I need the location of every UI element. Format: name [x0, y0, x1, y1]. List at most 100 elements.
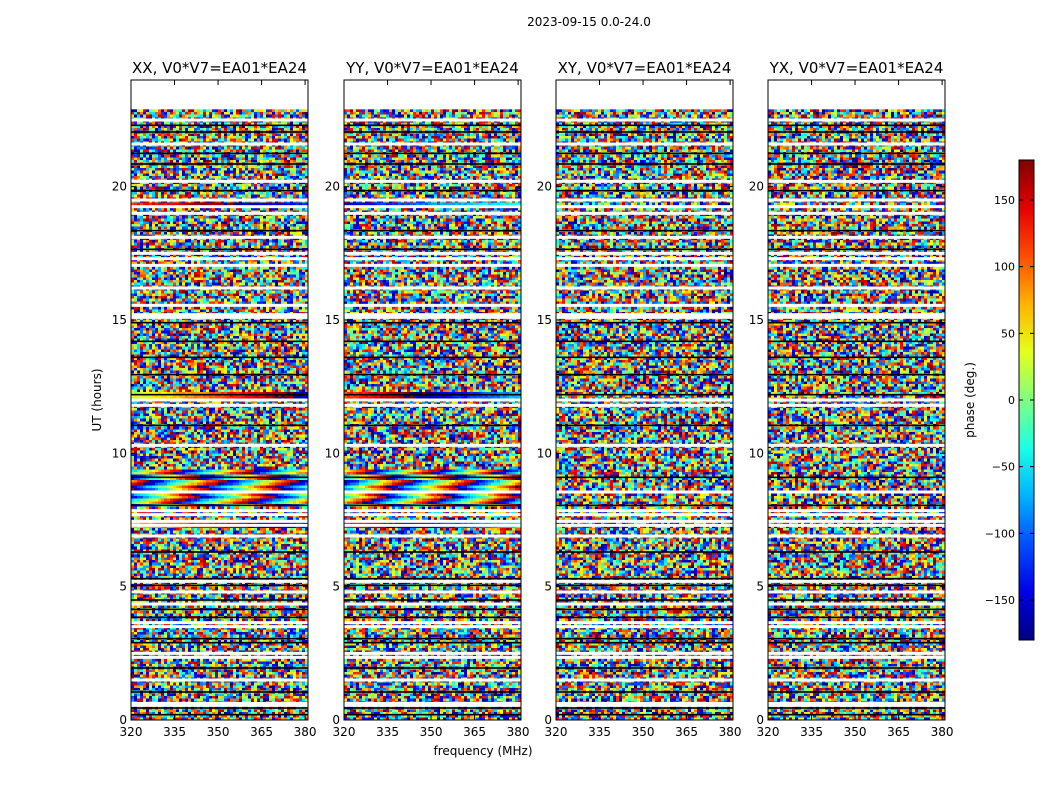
x-tick-label: 380	[719, 725, 742, 739]
flagged-row	[131, 443, 308, 447]
dark-row	[556, 189, 733, 192]
y-tick-label: 10	[749, 446, 764, 460]
dark-row	[131, 599, 308, 601]
flagged-row	[768, 198, 945, 202]
colorbar-tick-label: 50	[1001, 327, 1015, 340]
dark-row	[131, 584, 308, 587]
flagged-row	[131, 655, 308, 659]
flagged-row	[344, 701, 521, 705]
flagged-row	[344, 263, 521, 267]
flagged-row	[768, 303, 945, 307]
flagged-row	[768, 513, 945, 517]
dark-row	[768, 691, 945, 693]
flagged-row	[768, 205, 945, 209]
dark-row	[131, 476, 308, 479]
dark-row	[131, 713, 308, 716]
dark-row	[768, 599, 945, 601]
dark-row	[344, 551, 521, 553]
flagged-row	[768, 490, 945, 494]
flagged-row	[131, 142, 308, 146]
x-tick-label: 350	[632, 725, 655, 739]
flagged-row	[556, 513, 733, 517]
phase-heatmap	[344, 109, 521, 721]
x-tick-label: 350	[420, 725, 443, 739]
flagged-row	[344, 118, 521, 122]
flagged-row	[556, 211, 733, 215]
dark-row	[131, 248, 308, 251]
panel-frame	[767, 79, 946, 721]
flagged-row	[768, 257, 945, 261]
flagged-row	[131, 286, 308, 290]
flagged-row	[556, 678, 733, 682]
dark-row	[768, 163, 945, 165]
flagged-row	[131, 625, 308, 629]
x-tick-label: 335	[800, 725, 823, 739]
flagged-row	[768, 655, 945, 659]
flagged-row	[344, 205, 521, 209]
colorbar: 150 100 50 0 −50 −100 −150	[985, 159, 1035, 641]
flagged-row	[344, 315, 521, 319]
dark-row	[768, 551, 945, 553]
dark-row	[131, 637, 308, 640]
flagged-row	[768, 701, 945, 705]
x-tick-label: 335	[376, 725, 399, 739]
dark-row	[344, 248, 521, 251]
colorbar-tick-label: 100	[994, 261, 1015, 274]
dark-row	[344, 131, 521, 133]
dark-row	[344, 577, 521, 580]
dark-row	[768, 577, 945, 580]
x-tick-label: 350	[844, 725, 867, 739]
dark-row	[768, 641, 945, 644]
dark-row	[131, 373, 308, 376]
dark-row	[768, 584, 945, 587]
x-tick-label: 350	[207, 725, 230, 739]
dark-row	[344, 641, 521, 644]
x-tick-label: 320	[120, 725, 143, 739]
flagged-row	[344, 179, 521, 183]
colorbar-tick-label: −150	[985, 594, 1015, 607]
flagged-row	[131, 509, 308, 513]
flagged-row	[768, 523, 945, 527]
dark-row	[556, 131, 733, 133]
dark-row	[131, 229, 308, 232]
flagged-row	[131, 490, 308, 494]
dark-row	[344, 356, 521, 359]
flagged-row	[556, 621, 733, 625]
flagged-row	[131, 263, 308, 267]
dark-row	[768, 229, 945, 232]
dark-row	[556, 476, 733, 479]
y-tick-label: 5	[756, 580, 764, 594]
y-tick-label: 0	[544, 713, 552, 727]
y-tick-label: 10	[325, 446, 340, 460]
flagged-row	[556, 703, 733, 707]
flagged-row	[768, 263, 945, 267]
dark-row	[768, 321, 945, 324]
x-tick-label: 365	[675, 725, 698, 739]
dark-row	[131, 131, 308, 133]
flagged-row	[131, 703, 308, 707]
dark-row	[344, 637, 521, 640]
flagged-row	[131, 579, 308, 583]
flagged-row	[344, 590, 521, 594]
panel-frame	[555, 79, 734, 721]
flagged-row	[131, 513, 308, 517]
flagged-row	[556, 625, 733, 629]
panel-frame	[130, 79, 309, 721]
dark-row	[768, 373, 945, 376]
flagged-row	[131, 523, 308, 527]
flagged-row	[556, 701, 733, 705]
flagged-row	[556, 118, 733, 122]
dark-row	[556, 637, 733, 640]
dark-row	[768, 616, 945, 619]
flagged-row	[768, 651, 945, 655]
flagged-row	[556, 443, 733, 447]
flagged-row	[556, 251, 733, 255]
dark-row	[131, 424, 308, 427]
flagged-row	[768, 286, 945, 290]
dark-row	[344, 707, 521, 709]
flagged-row	[131, 257, 308, 261]
dark-row	[131, 691, 308, 693]
dark-row	[768, 637, 945, 640]
dark-row	[344, 713, 521, 716]
